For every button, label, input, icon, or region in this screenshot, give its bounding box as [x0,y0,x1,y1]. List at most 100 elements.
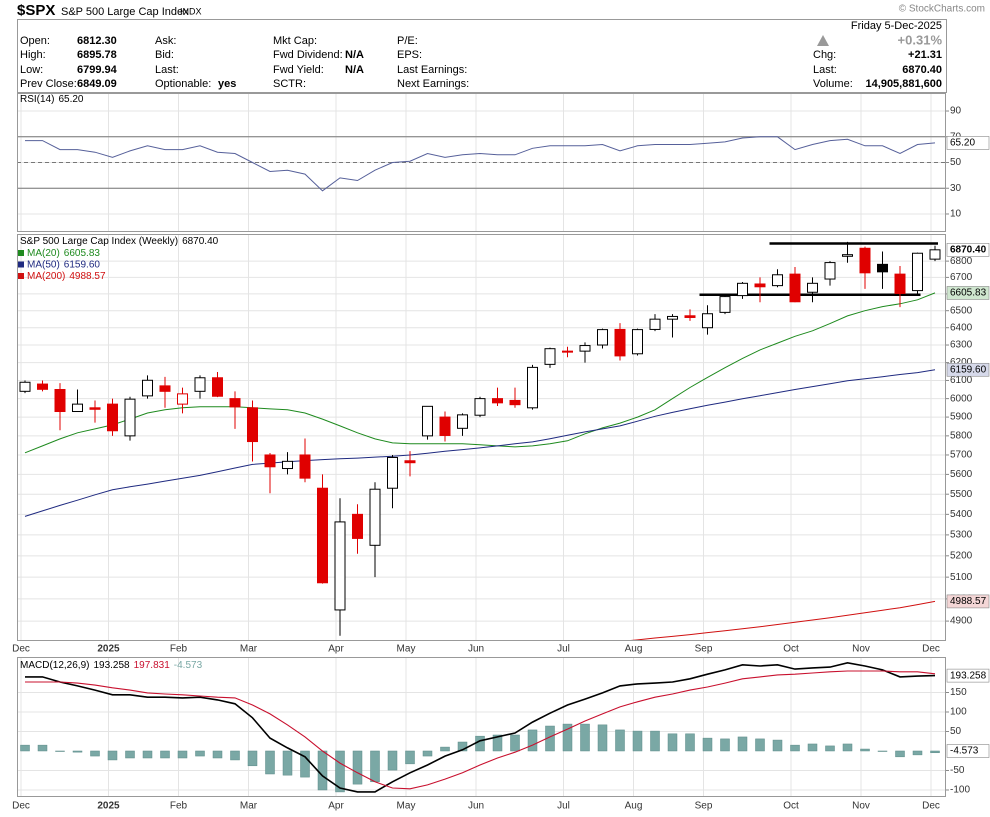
candle-body [439,416,451,436]
panel-frame [17,657,946,797]
candle-body [404,460,416,464]
histogram-bar [825,745,835,752]
quote-label: Volume: [813,78,853,90]
quote-label: Fwd Dividend: [273,49,343,61]
candle-body [807,282,818,293]
candle-body [702,313,713,329]
histogram-bar [597,724,608,752]
y-tick-label: 5400 [950,509,973,520]
legend-title: S&P 500 Large Cap Index (Weekly) [20,236,178,247]
candle-body [719,296,731,313]
y-tick-label: 6700 [950,272,973,283]
candle-body [474,398,486,416]
candle-body [264,454,276,468]
histogram-bar [247,750,258,767]
histogram-bar [142,750,153,759]
candle-body [842,254,853,257]
histogram-bar [440,746,450,752]
histogram-bar [685,733,695,752]
x-tick-label: May [397,801,416,812]
histogram-bar [632,730,643,752]
moving-average-line [24,369,936,517]
histogram-bar [527,729,538,752]
x-tick-label: Apr [328,801,344,812]
y-tick-label: 5100 [950,572,973,583]
quote-label: Open: [20,35,50,47]
candle-body [352,513,363,539]
histogram-bar [195,750,205,757]
candle-body [544,348,556,365]
histogram-bar [317,750,328,791]
histogram-bar [405,750,415,765]
candle-body [772,274,783,287]
histogram-bar [457,741,468,752]
candle-body [912,252,923,292]
y-tick-label: 6200 [950,357,973,368]
quote-value: 6895.78 [77,49,117,61]
x-tick-label: Jun [468,801,484,812]
legend-title: MACD(12,26,9) [20,660,89,671]
quote-value: 6799.94 [77,64,118,76]
y-tick-label: 6800 [950,256,973,267]
candle-body [142,379,153,397]
change-percent: +0.31% [898,32,943,47]
moving-average-line [24,292,936,454]
legend-value: 6605.83 [64,248,101,259]
quote-label: Mkt Cap: [273,35,317,47]
x-tick-label: Mar [240,801,258,812]
candle-body [789,273,801,303]
quote-label: Fwd Yield: [273,64,324,76]
symbol: $SPX [17,2,55,19]
change-arrow [817,35,829,46]
y-tick-label: 6000 [950,393,973,404]
price-legend: S&P 500 Large Cap Index (Weekly) 6870.40 [20,236,219,247]
candle-body [562,350,573,353]
histogram-bar [387,750,398,771]
legend-value: -4.573 [174,660,203,671]
histogram-bar [422,750,433,757]
y-tick-label: 50 [950,726,962,737]
candle-body [597,329,608,346]
histogram-bar [860,748,870,752]
x-tick-label: Dec [12,801,30,812]
x-tick-label: Oct [783,801,799,812]
macd-legend: MACD(12,26,9) 193.258 197.831 -4.573 [20,660,203,671]
ma-legend: MA(200) 4988.57 [27,271,106,282]
candle-body [212,377,223,397]
x-tick-label: Jun [468,644,484,655]
candle-body [422,405,433,437]
quote-value: 14,905,881,600 [866,78,942,90]
candle-body [299,454,311,479]
quote-label: Next Earnings: [397,78,469,90]
candle-body [859,247,871,274]
y-tick-label: 50 [950,157,962,168]
quote-label: Last: [155,64,179,76]
histogram-bar [807,743,818,752]
legend-name: MA(200) [27,271,65,282]
candle-body [492,398,503,404]
x-tick-label: Feb [170,644,188,655]
histogram-bar [335,750,345,793]
candle-body [929,249,941,260]
quote-label: EPS: [397,49,422,61]
legend-swatch [18,273,24,279]
legend-name: MA(20) [27,248,60,259]
y-tick-label: 5300 [950,530,973,541]
candle-body [37,383,48,390]
legend-value: 6870.40 [182,236,219,247]
ma-legend: MA(50) 6159.60 [27,259,100,270]
histogram-bar [55,750,65,752]
histogram-bar [842,743,853,752]
quote-value: 6812.30 [77,35,117,47]
histogram-bar [895,750,905,758]
histogram-bar [615,729,625,752]
candle-body [894,273,906,294]
candle-body [247,407,258,443]
candle-body [684,315,696,318]
candle-body [632,329,643,355]
y-tick-label: -50 [950,765,965,776]
histogram-bar [580,723,590,752]
histogram-bar [230,750,240,761]
y-tick-label: 6100 [950,375,973,386]
